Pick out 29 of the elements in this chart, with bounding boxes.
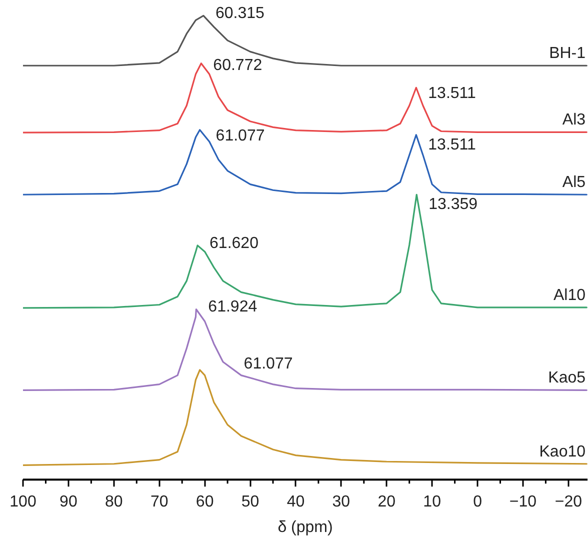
x-tick-label: 40 xyxy=(286,494,305,511)
annotation: 61.077 xyxy=(244,355,293,372)
x-tick-label: 70 xyxy=(150,494,168,511)
x-tick-label: 20 xyxy=(378,494,396,511)
annotation: 60.772 xyxy=(213,56,262,74)
x-tick-label: 60 xyxy=(196,494,214,511)
x-tick-label: −20 xyxy=(554,494,582,511)
annotation: 13.359 xyxy=(428,196,478,214)
x-tick-label: 10 xyxy=(423,494,442,511)
x-tick-label: 30 xyxy=(332,494,350,511)
x-tick-label: −10 xyxy=(509,494,537,511)
annotation: 61.924 xyxy=(208,298,258,316)
series-label: Kao10 xyxy=(539,443,586,460)
annotation: 13.511 xyxy=(428,85,476,102)
series-label: BH-1 xyxy=(549,45,586,62)
x-tick-label: 100 xyxy=(10,494,36,511)
annotation: 61.077 xyxy=(216,127,265,144)
x-axis-title: δ (ppm) xyxy=(278,518,333,536)
series-label: Al3 xyxy=(562,112,586,129)
annotation: 60.315 xyxy=(215,5,264,22)
series-label: Al10 xyxy=(553,286,586,304)
x-tick-label: 90 xyxy=(60,494,78,511)
series-label: Al5 xyxy=(562,174,586,192)
annotation: 61.620 xyxy=(210,234,259,252)
x-tick-label: 0 xyxy=(473,494,482,511)
annotation: 13.511 xyxy=(428,136,476,154)
series-label: Kao5 xyxy=(548,370,586,387)
x-tick-label: 80 xyxy=(105,494,123,511)
x-tick-label: 50 xyxy=(241,494,260,511)
